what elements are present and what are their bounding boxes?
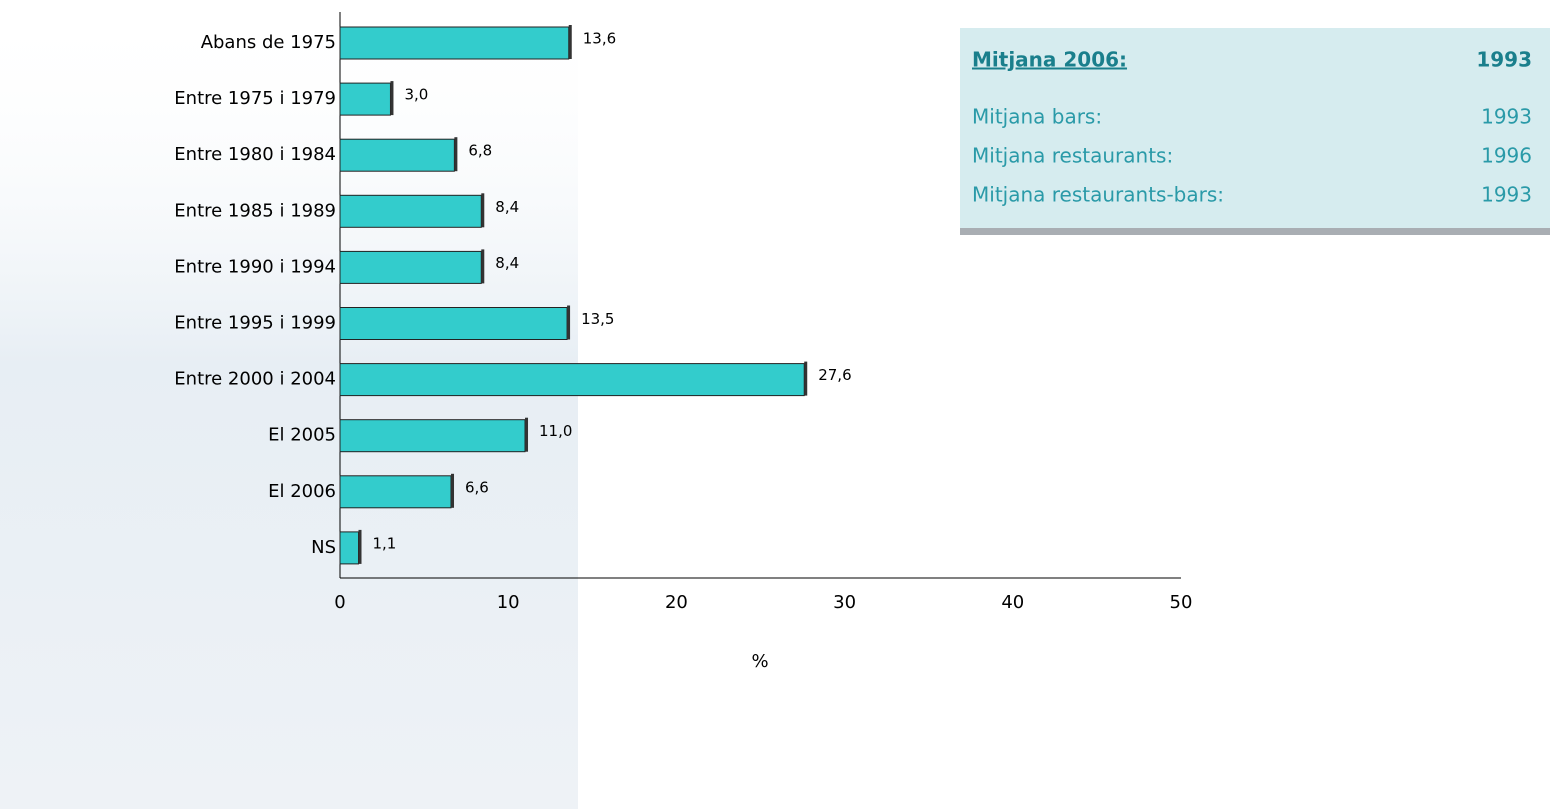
y-tick-label: Entre 1985 i 1989 <box>174 200 336 221</box>
y-tick-label: Entre 1995 i 1999 <box>174 313 336 334</box>
value-label: 6,6 <box>465 478 489 496</box>
summary-row-label: Mitjana restaurants: <box>972 144 1173 168</box>
x-axis-label: % <box>751 651 768 672</box>
bar-edge <box>525 418 528 452</box>
bar <box>340 476 451 508</box>
value-label: 6,8 <box>468 142 492 160</box>
chart: % Mitjana 2006: 1993 0 10 20 30 40 50 Abans de… <box>0 0 1550 809</box>
page: % Mitjana 2006: 1993 0 10 20 30 40 50 Abans de… <box>0 0 1550 809</box>
value-label: 13,5 <box>581 310 614 328</box>
bar <box>340 308 567 340</box>
x-tick-label: 40 <box>1001 592 1024 613</box>
bar <box>340 364 804 396</box>
x-tick-label: 10 <box>497 592 520 613</box>
bar-edge <box>451 474 454 508</box>
bar <box>340 83 390 115</box>
bar-edge <box>390 81 393 115</box>
bar-edge <box>567 306 570 340</box>
value-label: 8,4 <box>495 198 519 216</box>
y-tick-label: NS <box>311 537 336 558</box>
bar <box>340 420 525 452</box>
x-tick-label: 30 <box>833 592 856 613</box>
y-tick-label: Entre 2000 i 2004 <box>174 369 336 390</box>
bar-edge <box>359 530 362 564</box>
bar-edge <box>481 193 484 227</box>
bar <box>340 195 481 227</box>
bar-edge <box>454 137 457 171</box>
value-label: 13,6 <box>583 30 616 48</box>
bar <box>340 139 454 171</box>
y-tick-label: Entre 1975 i 1979 <box>174 88 336 109</box>
bar <box>340 251 481 283</box>
bar <box>340 532 359 564</box>
y-tick-label: El 2006 <box>268 481 336 502</box>
summary-title: Mitjana 2006: <box>972 48 1127 72</box>
y-tick-label: Entre 1990 i 1994 <box>174 256 336 277</box>
bar-edge <box>804 362 807 396</box>
summary-row-value: 1993 <box>1481 183 1532 207</box>
summary-shadow <box>960 228 1550 235</box>
y-tick-label: Abans de 1975 <box>201 32 336 53</box>
background-image <box>0 0 578 809</box>
summary-row-label: Mitjana bars: <box>972 105 1102 129</box>
value-label: 11,0 <box>539 422 572 440</box>
y-tick-label: Entre 1980 i 1984 <box>174 144 336 165</box>
bar-edge <box>569 25 572 59</box>
bar-edge <box>481 249 484 283</box>
bar <box>340 27 569 59</box>
summary-row-label: Mitjana restaurants-bars: <box>972 183 1224 207</box>
summary-row-value: 1993 <box>1481 105 1532 129</box>
value-label: 27,6 <box>818 366 851 384</box>
x-tick-label: 20 <box>665 592 688 613</box>
x-tick-label: 0 <box>334 592 345 613</box>
x-tick-label: 50 <box>1170 592 1193 613</box>
value-label: 3,0 <box>404 86 428 104</box>
summary-row-value: 1996 <box>1481 144 1532 168</box>
value-label: 8,4 <box>495 254 519 272</box>
y-tick-label: El 2005 <box>268 425 336 446</box>
value-label: 1,1 <box>373 534 397 552</box>
summary-title-value: 1993 <box>1476 48 1532 72</box>
